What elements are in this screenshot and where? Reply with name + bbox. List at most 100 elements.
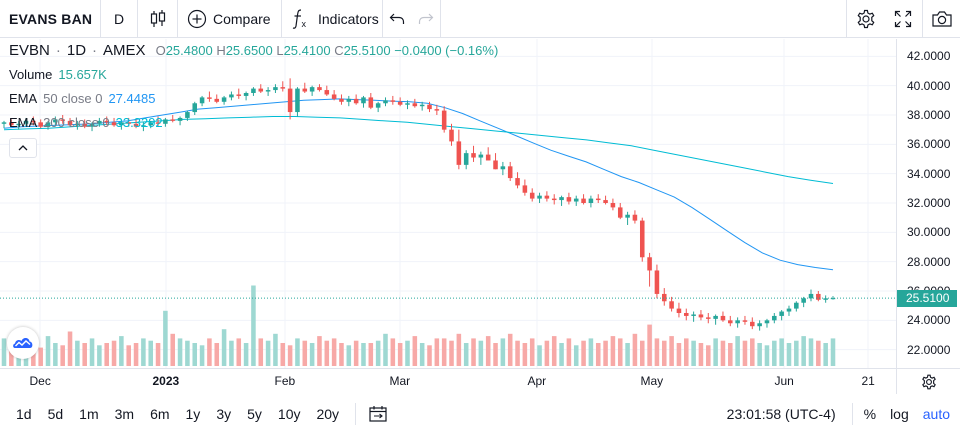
volume-bar — [383, 333, 388, 366]
volume-bar — [45, 336, 51, 366]
candle-body — [639, 220, 645, 258]
volume-bar — [471, 338, 476, 366]
fullscreen-button[interactable] — [884, 0, 922, 38]
symbol-search-button[interactable]: EVANS BAN — [0, 0, 101, 38]
candle-body — [676, 308, 682, 313]
candle-body — [192, 103, 198, 113]
candle-body — [537, 195, 542, 199]
candle-body — [353, 98, 359, 104]
volume-bar — [537, 345, 542, 366]
range-button-1d[interactable]: 1d — [16, 405, 32, 422]
volume-bar — [302, 340, 308, 366]
interval-label: D — [113, 10, 125, 27]
price-axis[interactable]: 42.0000 40.0000 38.0000 36.0000 34.0000 32.00… — [896, 39, 960, 368]
candle-body — [265, 90, 271, 92]
volume-bar — [89, 338, 95, 366]
candle-body — [397, 101, 403, 105]
volume-bar — [163, 310, 168, 366]
volume-bar — [463, 343, 469, 366]
ema200-line — [3, 116, 834, 184]
candle-body — [684, 313, 689, 316]
candle-body — [405, 103, 410, 105]
settings-button[interactable] — [846, 0, 884, 38]
interval-button[interactable]: D — [101, 0, 138, 38]
time-axis[interactable]: Dec 2023 Feb Mar Apr May Jun 21 — [0, 368, 960, 394]
price-chart[interactable] — [0, 39, 896, 368]
candle-body — [566, 197, 572, 202]
chart-type-button[interactable] — [138, 0, 178, 38]
range-button-5y[interactable]: 5y — [247, 405, 262, 422]
price-tick-label: 24.0000 — [907, 313, 951, 328]
candle-body — [427, 104, 432, 110]
legend-ticker: EVBN — [9, 42, 50, 59]
candle-body — [258, 88, 264, 92]
legend-ema50[interactable]: EMA 50 close 0 27.4485 — [9, 87, 498, 111]
volume-bar — [339, 343, 344, 366]
tradingview-logo[interactable] — [7, 327, 39, 359]
range-button-20y[interactable]: 20y — [316, 405, 340, 422]
price-tick-label: 36.0000 — [907, 137, 951, 152]
candle-body — [280, 87, 286, 89]
log-scale-toggle[interactable]: log — [890, 405, 909, 422]
legend-ema200[interactable]: EMA 200 close 0 33.3292 — [9, 111, 498, 135]
candle-body — [148, 122, 153, 126]
volume-bar — [559, 343, 564, 366]
candle-body — [750, 321, 755, 327]
undo-icon[interactable] — [389, 12, 405, 26]
candle-body — [632, 214, 638, 221]
candle-body — [331, 94, 337, 99]
volume-bar — [309, 343, 315, 366]
timezone-clock[interactable]: 23:01:58 (UTC-4) — [726, 405, 836, 422]
price-tick-label: 28.0000 — [907, 254, 951, 269]
volume-bar — [529, 338, 535, 366]
volume-bar — [728, 343, 733, 366]
auto-scale-toggle[interactable]: auto — [922, 405, 950, 422]
chart-pane[interactable]: EVBN · 1D · AMEX O25.4800 H25.6500 L25.4… — [0, 39, 960, 368]
candle-body — [823, 298, 828, 300]
time-tick-label: Mar — [389, 374, 411, 388]
volume-bar — [427, 345, 432, 366]
volume-bar — [515, 340, 520, 366]
volume-bar — [397, 343, 403, 366]
price-tick-label: 40.0000 — [907, 78, 951, 93]
candle-body — [221, 97, 227, 102]
volume-bar — [706, 345, 711, 366]
goto-date-button[interactable] — [364, 405, 392, 423]
range-button-10y[interactable]: 10y — [277, 405, 301, 422]
range-button-3m[interactable]: 3m — [114, 405, 135, 422]
candle-body — [816, 293, 821, 300]
legend-dot: · — [55, 42, 61, 59]
candle-body — [515, 178, 520, 186]
range-button-1m[interactable]: 1m — [79, 405, 99, 422]
indicators-button[interactable]: x Indicators — [282, 0, 383, 38]
range-button-1y[interactable]: 1y — [185, 405, 201, 422]
candle-body — [794, 302, 799, 309]
candle-body — [170, 119, 176, 121]
axis-settings-button[interactable] — [896, 369, 960, 394]
candle-body — [273, 87, 278, 91]
legend-volume[interactable]: Volume 15.657K — [9, 63, 498, 87]
price-tick-label: 42.0000 — [907, 49, 951, 64]
low-label: L — [276, 43, 284, 58]
range-button-6m[interactable]: 6m — [150, 405, 170, 422]
snapshot-button[interactable] — [922, 0, 960, 38]
volume-bar — [698, 343, 704, 366]
redo-icon[interactable] — [418, 12, 434, 26]
ema50-line — [3, 98, 834, 271]
price-tick-label: 34.0000 — [907, 166, 951, 181]
candle-body — [610, 203, 616, 208]
candle-body — [45, 122, 51, 127]
volume-bar — [141, 338, 146, 366]
range-button-5d[interactable]: 5d — [47, 405, 64, 422]
volume-bar — [1, 338, 7, 366]
candle-body — [661, 293, 667, 302]
close-label: C — [334, 43, 344, 58]
range-button-3y[interactable]: 3y — [216, 405, 232, 422]
percent-scale-toggle[interactable]: % — [863, 405, 877, 422]
calendar-range-icon — [369, 405, 387, 422]
legend-collapse-button[interactable] — [9, 138, 37, 158]
candle-body — [346, 98, 352, 102]
ema200-label: EMA — [9, 115, 38, 130]
compare-button[interactable]: Compare — [178, 0, 282, 38]
candle-body — [691, 314, 696, 316]
